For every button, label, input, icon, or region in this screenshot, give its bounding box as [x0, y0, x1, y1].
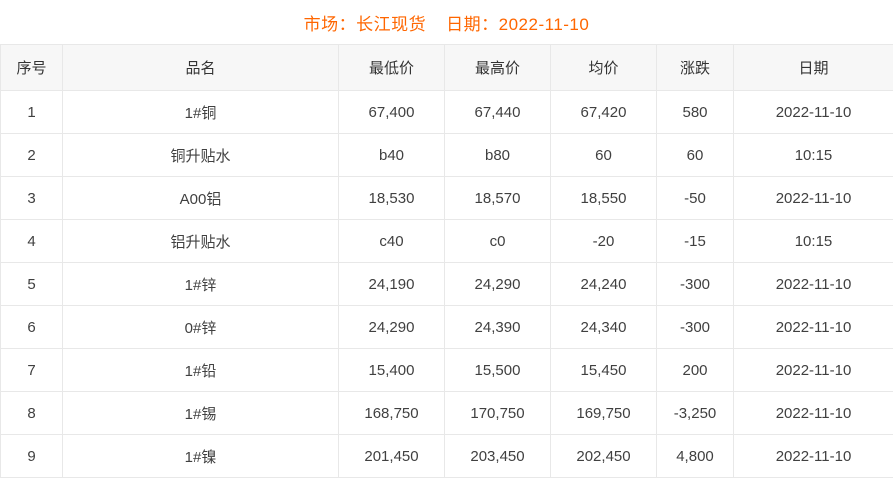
date-cell: 2022-11-10 — [733, 434, 893, 478]
change-value: -3,250 — [656, 391, 734, 435]
table-row: 5 1#锌 24,190 24,290 24,240 -300 2022-11-10 — [0, 262, 893, 306]
low-price: b40 — [338, 133, 445, 177]
high-price: 24,390 — [444, 305, 551, 349]
column-header: 最低价 — [338, 44, 445, 91]
change-value: 580 — [656, 90, 734, 134]
high-price: 170,750 — [444, 391, 551, 435]
change-value: 200 — [656, 348, 734, 392]
date-cell: 2022-11-10 — [733, 90, 893, 134]
avg-price: -20 — [550, 219, 657, 263]
column-header: 最高价 — [444, 44, 551, 91]
row-index: 1 — [0, 90, 63, 134]
change-value: -300 — [656, 305, 734, 349]
avg-price: 15,450 — [550, 348, 657, 392]
table-row: 3 A00铝 18,530 18,570 18,550 -50 2022-11-10 — [0, 176, 893, 220]
low-price: c40 — [338, 219, 445, 263]
date-value: 2022-11-10 — [498, 14, 590, 34]
change-value: 4,800 — [656, 434, 734, 478]
date-cell: 2022-11-10 — [733, 391, 893, 435]
table-row: 2 铜升贴水 b40 b80 60 60 10:15 — [0, 133, 893, 177]
row-index: 2 — [0, 133, 63, 177]
product-name: 1#铜 — [62, 90, 339, 134]
product-name: 1#镍 — [62, 434, 339, 478]
product-name: A00铝 — [62, 176, 339, 220]
date-cell: 10:15 — [733, 133, 893, 177]
change-value: 60 — [656, 133, 734, 177]
date-cell: 2022-11-10 — [733, 305, 893, 349]
high-price: b80 — [444, 133, 551, 177]
avg-price: 169,750 — [550, 391, 657, 435]
avg-price: 24,240 — [550, 262, 657, 306]
date-label: 日期： — [446, 14, 499, 34]
row-index: 6 — [0, 305, 63, 349]
high-price: 24,290 — [444, 262, 551, 306]
product-name: 1#锡 — [62, 391, 339, 435]
market-value: 长江现货 — [356, 14, 427, 34]
column-header: 序号 — [0, 44, 63, 91]
low-price: 18,530 — [338, 176, 445, 220]
column-header: 日期 — [733, 44, 893, 91]
row-index: 8 — [0, 391, 63, 435]
row-index: 7 — [0, 348, 63, 392]
low-price: 15,400 — [338, 348, 445, 392]
avg-price: 202,450 — [550, 434, 657, 478]
date-cell: 10:15 — [733, 219, 893, 263]
high-price: c0 — [444, 219, 551, 263]
table-row: 7 1#铅 15,400 15,500 15,450 200 2022-11-10 — [0, 348, 893, 392]
high-price: 18,570 — [444, 176, 551, 220]
change-value: -15 — [656, 219, 734, 263]
product-name: 铝升贴水 — [62, 219, 339, 263]
date-cell: 2022-11-10 — [733, 176, 893, 220]
high-price: 203,450 — [444, 434, 551, 478]
low-price: 201,450 — [338, 434, 445, 478]
column-header: 涨跌 — [656, 44, 734, 91]
row-index: 9 — [0, 434, 63, 478]
table-row: 4 铝升贴水 c40 c0 -20 -15 10:15 — [0, 219, 893, 263]
table-row: 6 0#锌 24,290 24,390 24,340 -300 2022-11-10 — [0, 305, 893, 349]
date-title: 日期：2022-11-10 — [446, 10, 589, 35]
row-index: 4 — [0, 219, 63, 263]
row-index: 3 — [0, 176, 63, 220]
change-value: -50 — [656, 176, 734, 220]
avg-price: 24,340 — [550, 305, 657, 349]
table-body: 1 1#铜 67,400 67,440 67,420 580 2022-11-10 2 铜升贴水… — [0, 90, 893, 478]
low-price: 24,290 — [338, 305, 445, 349]
page-title: 市场：长江现货 日期：2022-11-10 — [0, 0, 893, 44]
low-price: 67,400 — [338, 90, 445, 134]
table-row: 8 1#锡 168,750 170,750 169,750 -3,250 2022-11-1… — [0, 391, 893, 435]
low-price: 24,190 — [338, 262, 445, 306]
table-row: 1 1#铜 67,400 67,440 67,420 580 2022-11-10 — [0, 90, 893, 134]
column-header: 均价 — [550, 44, 657, 91]
product-name: 1#铅 — [62, 348, 339, 392]
high-price: 15,500 — [444, 348, 551, 392]
avg-price: 18,550 — [550, 176, 657, 220]
column-header: 品名 — [62, 44, 339, 91]
high-price: 67,440 — [444, 90, 551, 134]
low-price: 168,750 — [338, 391, 445, 435]
date-cell: 2022-11-10 — [733, 348, 893, 392]
price-table: 序号 品名 最低价 最高价 均价 涨跌 日期 1 1#铜 67,400 67,440 67,420 5… — [0, 44, 893, 478]
avg-price: 60 — [550, 133, 657, 177]
table-row: 9 1#镍 201,450 203,450 202,450 4,800 2022-11-10 — [0, 434, 893, 478]
row-index: 5 — [0, 262, 63, 306]
avg-price: 67,420 — [550, 90, 657, 134]
product-name: 0#锌 — [62, 305, 339, 349]
product-name: 铜升贴水 — [62, 133, 339, 177]
product-name: 1#锌 — [62, 262, 339, 306]
market-label: 市场： — [303, 14, 357, 34]
market-title: 市场：长江现货 — [304, 10, 427, 35]
date-cell: 2022-11-10 — [733, 262, 893, 306]
header-row: 序号 品名 最低价 最高价 均价 涨跌 日期 — [0, 44, 893, 91]
change-value: -300 — [656, 262, 734, 306]
